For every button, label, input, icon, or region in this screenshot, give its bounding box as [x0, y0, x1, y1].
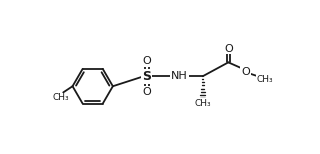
- Text: O: O: [241, 67, 250, 77]
- Text: CH₃: CH₃: [195, 99, 211, 108]
- Text: CH₃: CH₃: [52, 93, 69, 102]
- Text: O: O: [143, 87, 151, 97]
- Text: CH₃: CH₃: [256, 75, 273, 84]
- Text: NH: NH: [171, 71, 188, 81]
- Text: O: O: [143, 56, 151, 66]
- Text: O: O: [224, 44, 233, 53]
- Text: S: S: [142, 70, 151, 83]
